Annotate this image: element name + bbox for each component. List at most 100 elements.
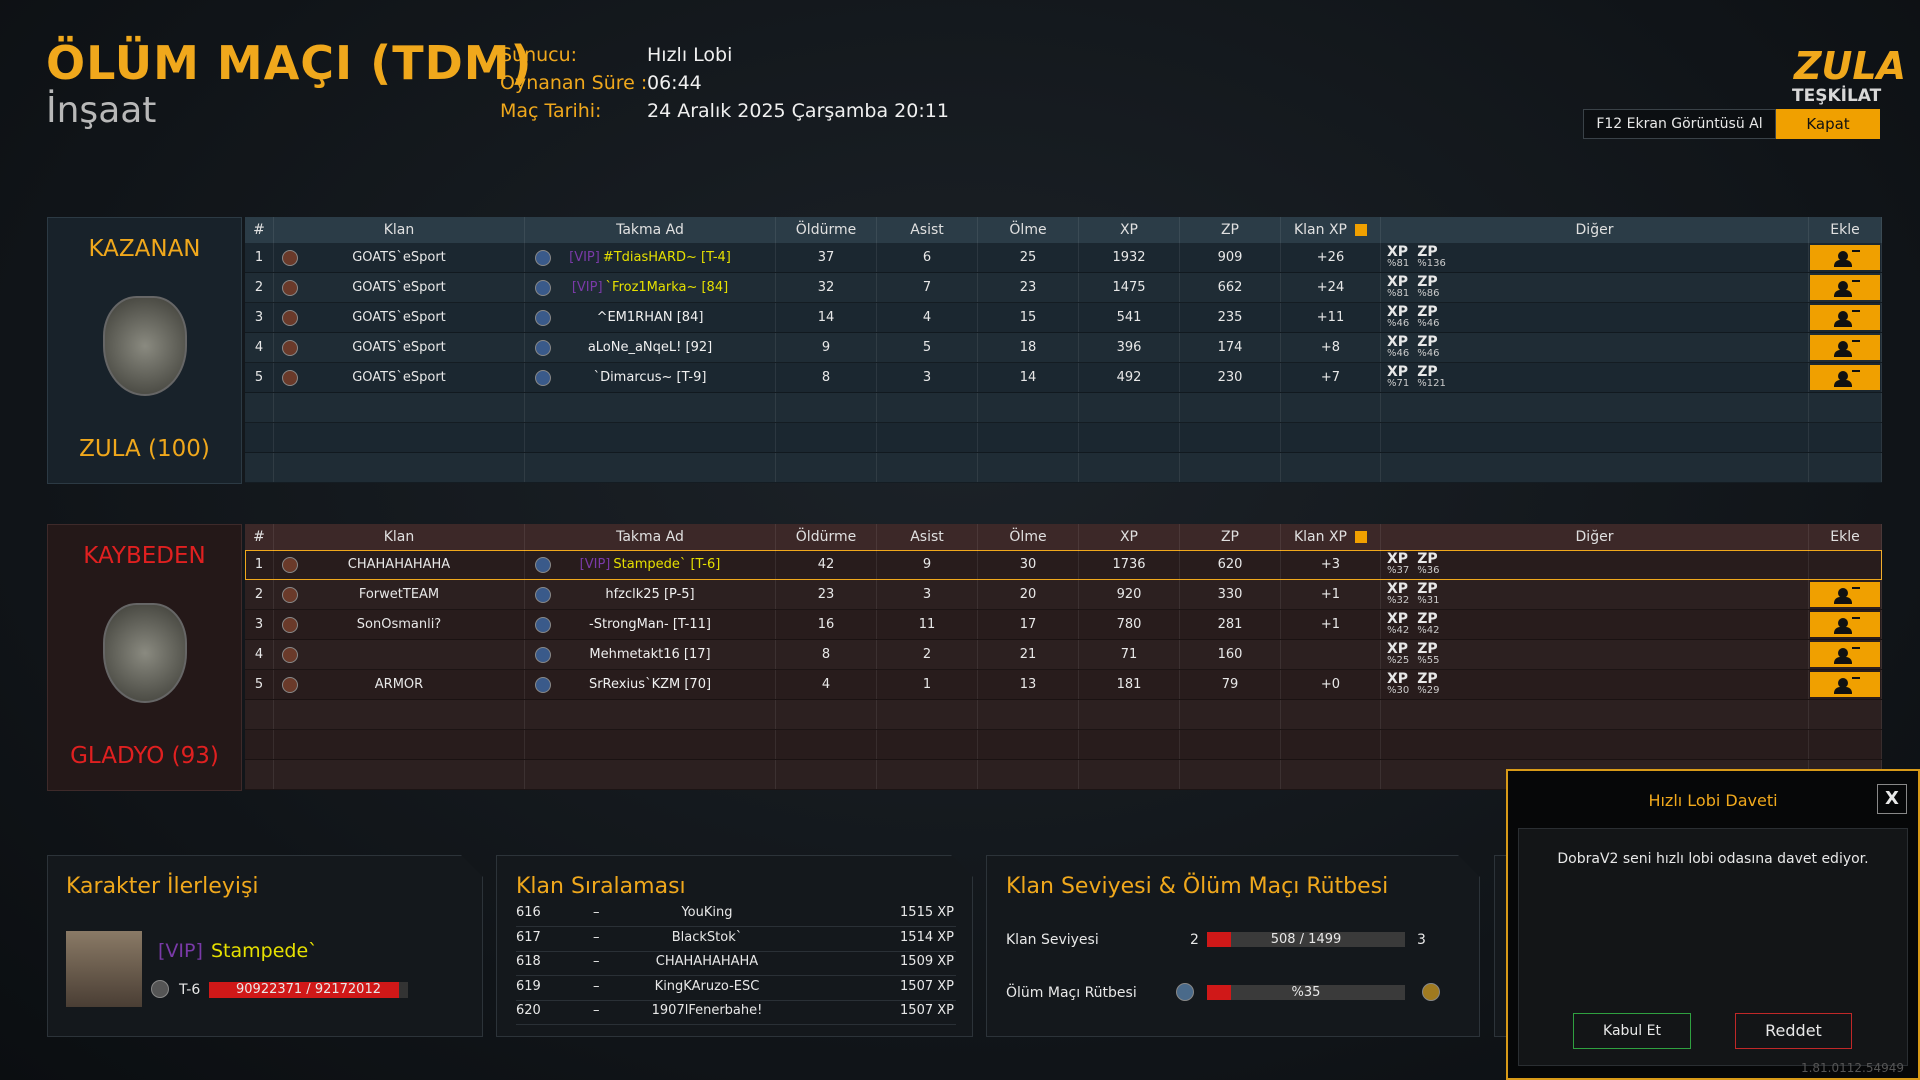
rank-clan: CHAHAHAHAHA bbox=[655, 954, 759, 969]
player-name: Stampede` bbox=[211, 940, 318, 962]
cell-text: 42 bbox=[817, 557, 835, 572]
add-friend-button[interactable] bbox=[1810, 275, 1880, 300]
add-friend-button[interactable] bbox=[1810, 582, 1880, 607]
invite-close[interactable]: X bbox=[1877, 784, 1907, 814]
cell-zp: 909 bbox=[1180, 243, 1281, 272]
column-label: Klan XP bbox=[1293, 529, 1347, 545]
add-icon bbox=[1838, 371, 1848, 381]
add-friend-button[interactable] bbox=[1810, 642, 1880, 667]
cell-clan-xp: +3 bbox=[1281, 550, 1381, 579]
cell-text: +7 bbox=[1320, 370, 1341, 385]
column-header: # bbox=[245, 217, 274, 243]
table-header: # Klan Takma Ad Öldürme Asist Ölme XP ZP Klan XP… bbox=[245, 217, 1882, 243]
bonus: ZP %121 bbox=[1417, 365, 1446, 390]
cell-rank: 4 bbox=[245, 333, 274, 362]
add-friend-button[interactable] bbox=[1810, 245, 1880, 270]
add-friend-button[interactable] bbox=[1810, 305, 1880, 330]
bonus-label: XP bbox=[1387, 243, 1409, 260]
column-header: Asist bbox=[877, 524, 978, 550]
nickname: ^EM1RHAN [84] bbox=[596, 310, 704, 325]
add-friend-button[interactable] bbox=[1810, 335, 1880, 360]
icon bbox=[535, 370, 551, 386]
cell-assists: 2 bbox=[877, 640, 978, 669]
column-header: XP bbox=[1079, 217, 1180, 243]
cell-nick bbox=[525, 700, 776, 729]
info-value: 06:44 bbox=[647, 72, 702, 94]
cell-clan-xp: +24 bbox=[1281, 273, 1381, 302]
nickname: `Dimarcus~ [T-9] bbox=[593, 370, 707, 385]
cell-text: 541 bbox=[1116, 310, 1142, 325]
add-icon bbox=[1834, 350, 1852, 357]
cell-nick: aLoNe_aNqeL! [92] bbox=[525, 333, 776, 362]
cell-nick: [VIP] `Froz1Marka~ [84] bbox=[525, 273, 776, 302]
cell-xp bbox=[1079, 453, 1180, 482]
cell-assists: 9 bbox=[877, 550, 978, 579]
panel-title: Klan Seviyesi & Ölüm Maçı Rütbesi bbox=[1006, 874, 1389, 899]
table-row bbox=[245, 730, 1882, 760]
cell-text: 9 bbox=[922, 557, 932, 572]
add-friend-button[interactable] bbox=[1810, 365, 1880, 390]
rank-number: 618 bbox=[516, 954, 541, 969]
table-header: # Klan Takma Ad Öldürme Asist Ölme XP ZP Klan XP… bbox=[245, 524, 1882, 550]
cell-text: 4 bbox=[922, 310, 932, 325]
add-icon bbox=[1852, 280, 1860, 282]
cell-deaths bbox=[978, 730, 1079, 759]
cell-kills: 8 bbox=[776, 640, 877, 669]
bonus-pct: %30 bbox=[1387, 684, 1410, 696]
column-header: Klan XP bbox=[1281, 217, 1381, 243]
nickname: -StrongMan- [T-11] bbox=[589, 617, 711, 632]
cell-clan-xp bbox=[1281, 700, 1381, 729]
accept-button[interactable]: Kabul Et bbox=[1573, 1013, 1691, 1049]
level-bar: 508 / 1499 bbox=[1207, 932, 1405, 947]
cell-kills: 4 bbox=[776, 670, 877, 699]
info-value: Hızlı Lobi bbox=[647, 44, 733, 66]
cell-rank: 5 bbox=[245, 363, 274, 392]
column-header: # bbox=[245, 524, 274, 550]
cell-other: XP %32 ZP %31 bbox=[1381, 580, 1809, 609]
column-header: Takma Ad bbox=[525, 217, 776, 243]
rank-clan: BlackStok` bbox=[671, 929, 743, 945]
cell-add bbox=[1809, 333, 1882, 362]
bonus: ZP %46 bbox=[1417, 333, 1439, 360]
clan-name: ForwetTEAM bbox=[358, 587, 440, 602]
bonus: XP %42 bbox=[1387, 612, 1409, 637]
bonus-label: XP bbox=[1387, 550, 1409, 567]
cell-zp: 160 bbox=[1180, 640, 1281, 669]
cell-other bbox=[1381, 423, 1809, 452]
bonus: XP %81 bbox=[1387, 275, 1409, 300]
cell-assists: 1 bbox=[877, 670, 978, 699]
team-box: KAYBEDEN GLADYO (93) bbox=[47, 524, 242, 791]
cell-assists: 11 bbox=[877, 610, 978, 639]
rank-xp: 1509 XP bbox=[900, 954, 954, 969]
cell-kills: 42 bbox=[776, 550, 877, 579]
add-friend-button[interactable] bbox=[1810, 612, 1880, 637]
close-button[interactable]: Kapat bbox=[1776, 109, 1880, 139]
add-icon bbox=[1852, 617, 1860, 619]
cell-clan-xp bbox=[1281, 393, 1381, 422]
reject-button[interactable]: Reddet bbox=[1735, 1013, 1852, 1049]
rank-separator: – bbox=[593, 1003, 600, 1018]
cell-clan: GOATS`eSport bbox=[274, 243, 525, 272]
add-friend-button[interactable] bbox=[1810, 672, 1880, 697]
cell-nick: [VIP] #TdiasHARD~ [T-4] bbox=[525, 243, 776, 272]
add-icon bbox=[1838, 648, 1848, 658]
bonus-label: ZP bbox=[1417, 333, 1438, 350]
cell-xp: 492 bbox=[1079, 363, 1180, 392]
bonus-label: XP bbox=[1387, 640, 1409, 657]
column-label: Diğer bbox=[1575, 222, 1614, 238]
clan-name: ARMOR bbox=[374, 677, 424, 692]
level-current: 2 bbox=[1190, 932, 1199, 948]
bonus-label: ZP bbox=[1417, 640, 1438, 657]
cell-zp bbox=[1180, 453, 1281, 482]
cell-add bbox=[1809, 453, 1882, 482]
clan-name: CHAHAHAHAHA bbox=[347, 557, 451, 572]
cell-text: 79 bbox=[1221, 677, 1239, 692]
info-value: 24 Aralık 2025 Çarşamba 20:11 bbox=[647, 100, 949, 122]
table-row: 1 GOATS`eSport [VIP] #TdiasHARD~ [T-4] 37 6 25… bbox=[245, 243, 1882, 273]
screenshot-button[interactable]: F12 Ekran Görüntüsü Al bbox=[1583, 109, 1776, 139]
column-label: Klan XP bbox=[1293, 222, 1347, 238]
invite-body: DobraV2 seni hızlı lobi odasına davet ed… bbox=[1518, 828, 1908, 1066]
icon bbox=[282, 340, 298, 356]
cell-text: 5 bbox=[254, 370, 264, 385]
